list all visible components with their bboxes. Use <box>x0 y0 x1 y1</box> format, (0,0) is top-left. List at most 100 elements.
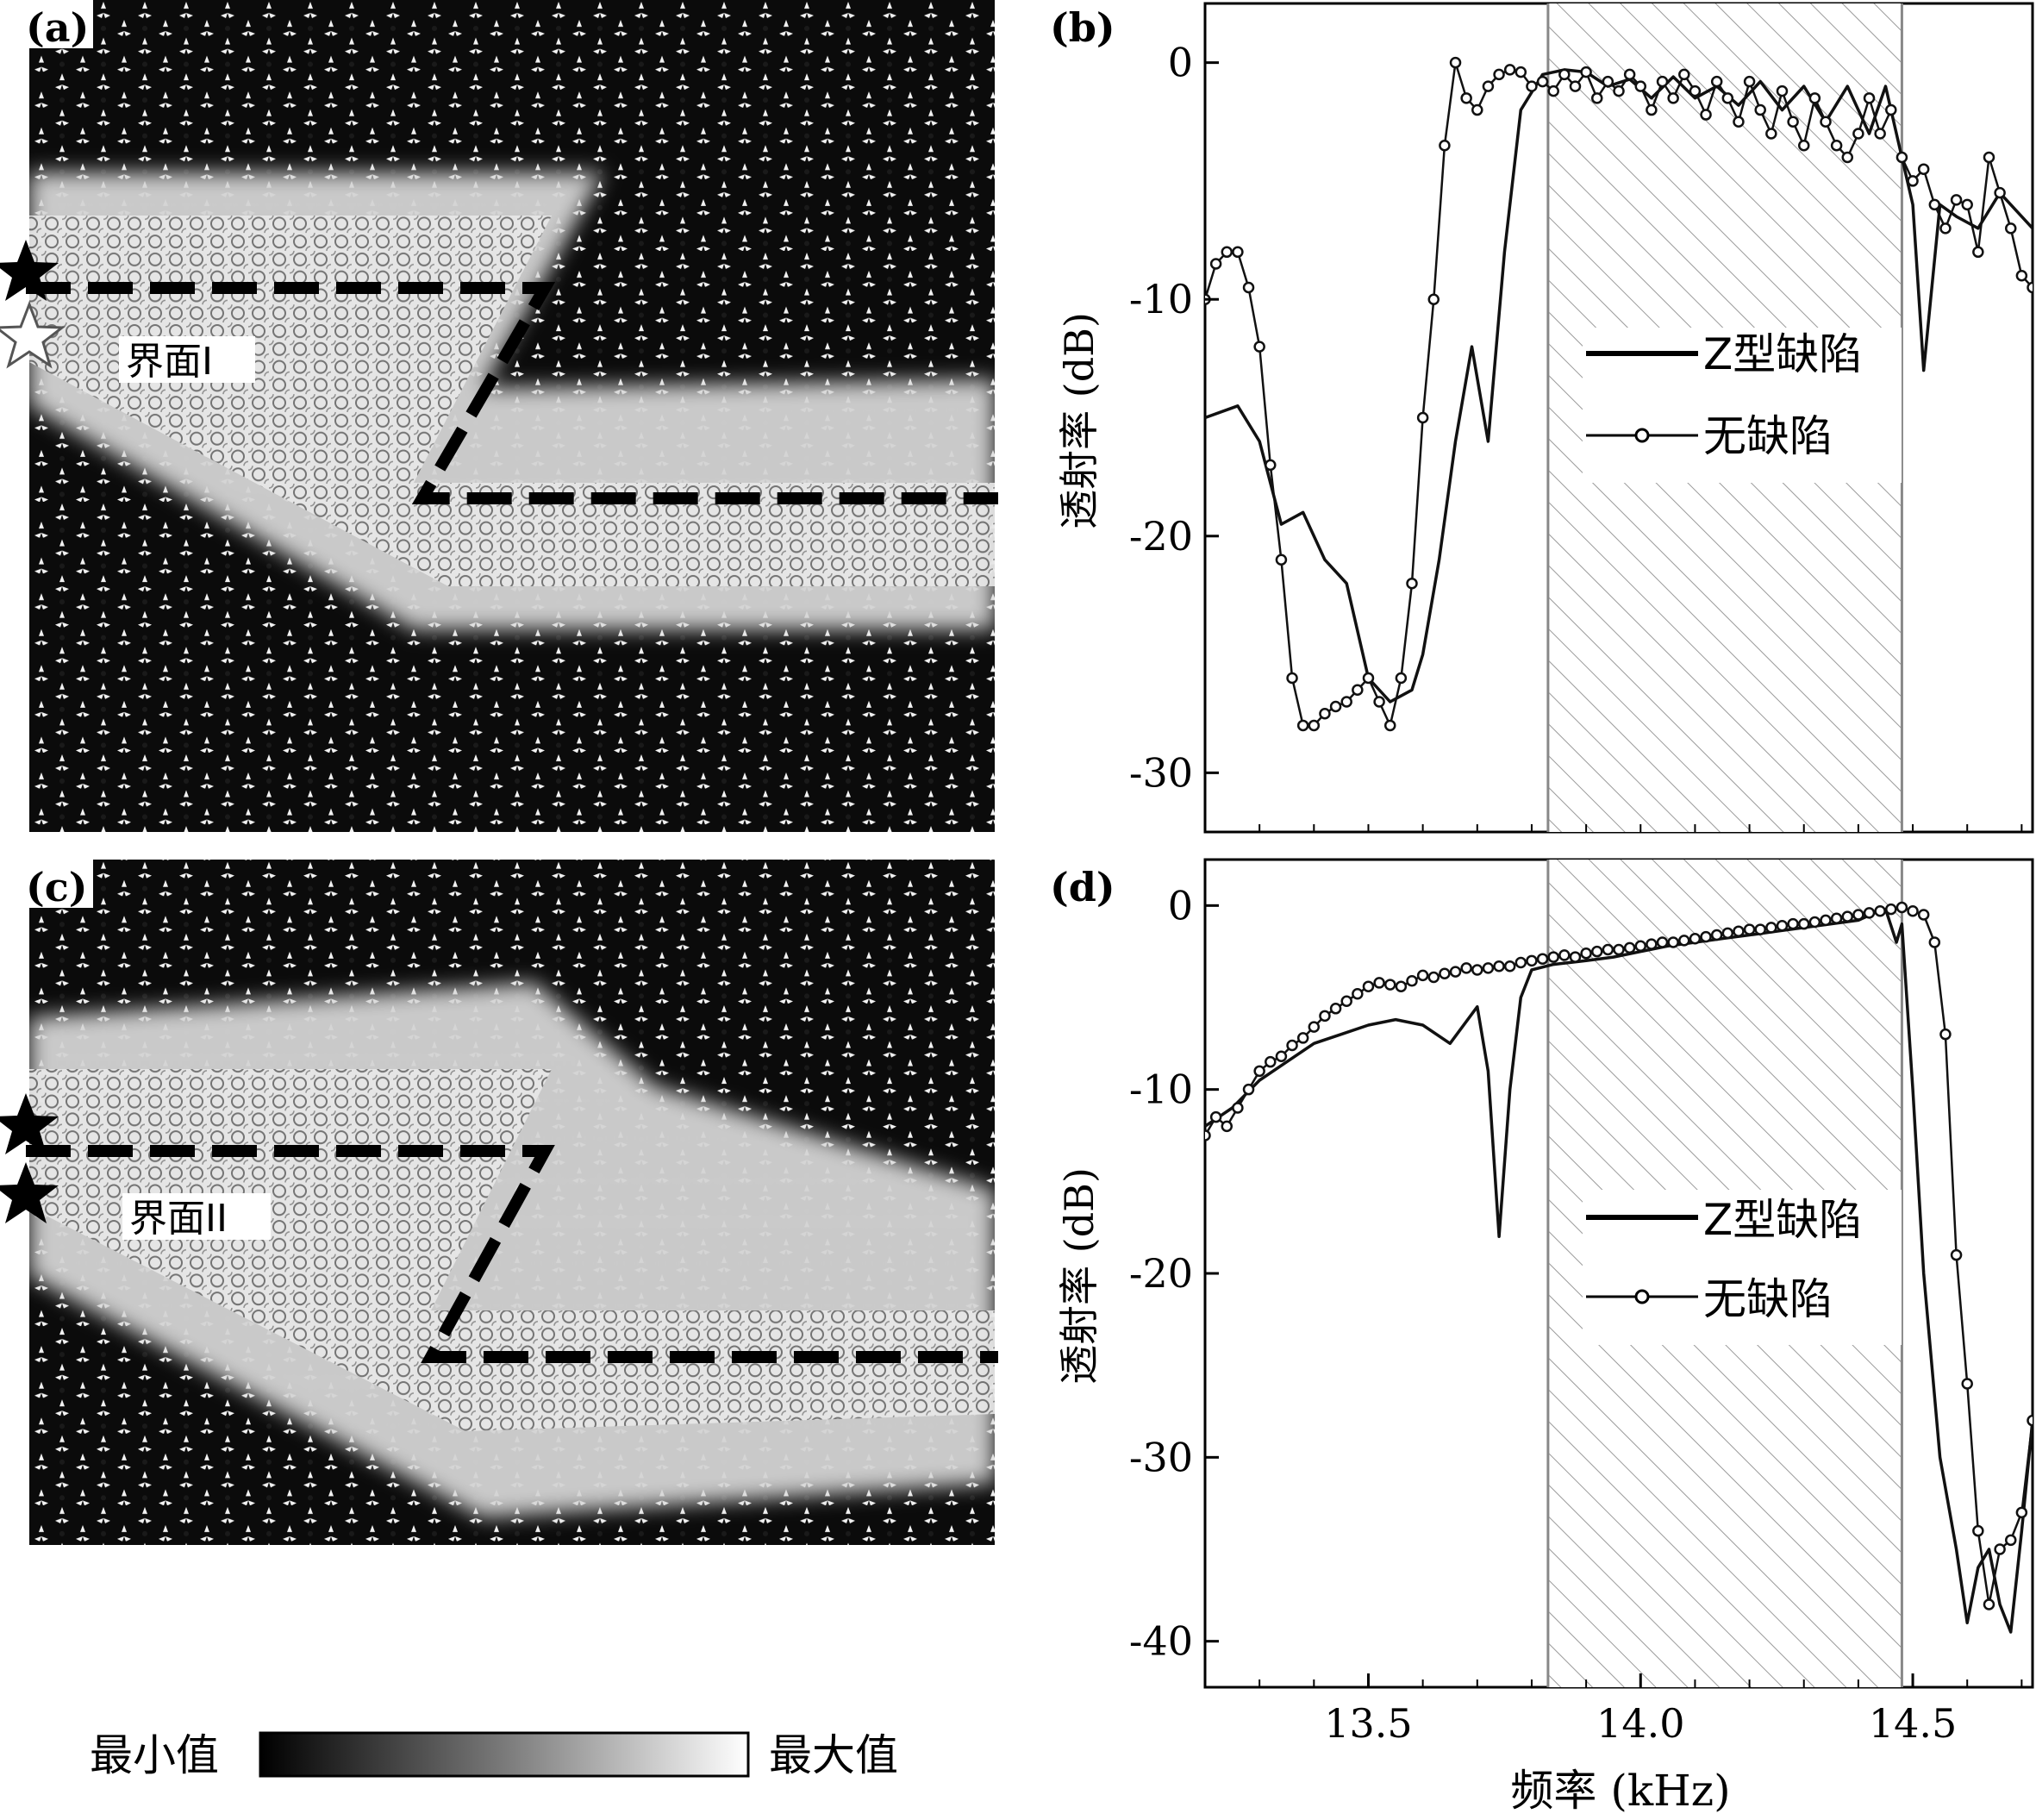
data-point-b <box>1678 68 1690 81</box>
data-point-b <box>1765 128 1777 140</box>
data-point-b <box>1493 68 1505 81</box>
colorbar-max-label: 最大值 <box>769 1730 898 1780</box>
legend-label-z-b: Z型缺陷 <box>1703 329 1862 379</box>
data-point-b <box>1395 672 1408 685</box>
data-point-b <box>1471 103 1483 116</box>
data-point-d <box>1623 941 1636 954</box>
xtick-label-d-2: 14.5 <box>1869 1700 1957 1747</box>
data-point-b <box>1383 719 1396 732</box>
data-point-d <box>1329 1003 1342 1015</box>
data-point-b <box>1623 68 1636 81</box>
legend-label-none-b: 无缺陷 <box>1703 411 1833 461</box>
data-point-b <box>1874 128 1886 140</box>
data-point-b <box>1526 80 1538 92</box>
data-point-b <box>1646 103 1658 116</box>
data-point-b <box>1427 293 1440 305</box>
legend-label-z-d: Z型缺陷 <box>1703 1195 1862 1245</box>
data-point-d <box>1383 979 1396 991</box>
data-point-d <box>1493 960 1505 973</box>
data-point-d <box>1863 907 1876 919</box>
data-point-b <box>1852 128 1864 140</box>
data-point-b <box>1928 198 1941 211</box>
data-point-b <box>1656 75 1669 88</box>
data-point-d <box>1590 945 1603 958</box>
data-point-b <box>1710 75 1723 88</box>
ytick-label-d-4: -40 <box>1129 1618 1193 1665</box>
data-point-d <box>1907 904 1919 917</box>
data-point-b <box>1733 116 1745 128</box>
colorbar: 最小值 最大值 <box>90 1730 898 1780</box>
data-point-d <box>1613 943 1625 956</box>
ytick-label-b-0: 0 <box>1168 40 1193 86</box>
data-point-d <box>1308 1021 1321 1033</box>
data-point-d <box>1515 956 1527 969</box>
data-point-b <box>1994 186 2006 199</box>
data-point-d <box>2027 1414 2033 1427</box>
data-point-d <box>1710 929 1723 941</box>
data-point-d <box>1797 917 1810 930</box>
interface-label-c: 界面II <box>129 1197 228 1241</box>
data-point-b <box>1602 75 1614 88</box>
data-point-d <box>1569 951 1582 963</box>
ylabel-b: 透射率 (dB) <box>1056 312 1102 529</box>
data-point-d <box>1776 920 1789 932</box>
data-point-b <box>1808 92 1821 104</box>
data-point-d <box>1765 922 1777 934</box>
data-point-d <box>1689 932 1702 945</box>
data-point-b <box>1613 84 1625 97</box>
data-point-b <box>1961 198 1973 211</box>
data-point-b <box>1373 696 1385 708</box>
interface-label-a: 界面I <box>126 340 213 384</box>
interface-label-box-a <box>119 336 255 383</box>
source-star-upper-c <box>0 1093 59 1154</box>
data-point-d <box>1721 927 1734 940</box>
data-point-d <box>1275 1050 1288 1063</box>
xtick-label-d-1: 14.0 <box>1596 1700 1684 1747</box>
chart-d: 0 -10 -20 -30 -40 13.5 14.0 14.5 (d) 透射率 (dB) 频… <box>1050 858 2034 1816</box>
data-point-d <box>1830 912 1843 925</box>
data-point-b <box>1340 696 1352 708</box>
data-point-d <box>1205 1129 1211 1141</box>
data-point-b <box>1917 163 1930 175</box>
data-point-d <box>1972 1524 1984 1537</box>
data-point-d <box>1733 925 1745 937</box>
xlabel-d: 频率 (kHz) <box>1510 1766 1730 1816</box>
legend-marker-none-d <box>1634 1289 1650 1304</box>
data-point-b <box>1830 139 1843 152</box>
data-point-d <box>1667 936 1679 948</box>
interface-path-c <box>26 1145 998 1363</box>
data-point-d <box>1646 938 1658 950</box>
data-point-b <box>1590 92 1603 104</box>
data-point-b <box>1449 56 1462 69</box>
data-point-b <box>1754 103 1766 116</box>
ytick-label-b-3: -30 <box>1129 749 1193 796</box>
data-point-d <box>1580 948 1592 960</box>
data-point-d <box>1416 969 1429 982</box>
data-point-d <box>1656 936 1669 948</box>
data-point-d <box>1885 903 1897 916</box>
ytick-label-d-3: -30 <box>1129 1434 1193 1480</box>
data-point-d <box>1820 914 1832 927</box>
data-point-d <box>1471 964 1483 976</box>
data-point-d <box>1547 951 1559 963</box>
ylabel-d: 透射率 (dB) <box>1056 1167 1102 1385</box>
data-point-b <box>1972 246 1984 259</box>
data-point-b <box>1308 719 1321 732</box>
data-point-b <box>1689 84 1702 97</box>
data-point-d <box>1634 940 1647 953</box>
data-point-b <box>1907 175 1919 187</box>
source-star-filled-a <box>0 240 59 301</box>
data-point-b <box>1797 139 1810 152</box>
data-point-d <box>1221 1120 1233 1133</box>
data-point-b <box>1253 341 1265 353</box>
data-point-b <box>1221 246 1233 259</box>
data-point-b <box>1482 80 1495 92</box>
data-point-b <box>1209 258 1222 270</box>
data-point-d <box>1427 971 1440 984</box>
ytick-label-d-2: -20 <box>1129 1250 1193 1297</box>
data-point-d <box>1526 954 1538 967</box>
data-point-d <box>1895 901 1908 914</box>
data-point-b <box>1939 222 1952 235</box>
data-point-b <box>1329 700 1342 713</box>
data-point-d <box>1296 1032 1309 1044</box>
